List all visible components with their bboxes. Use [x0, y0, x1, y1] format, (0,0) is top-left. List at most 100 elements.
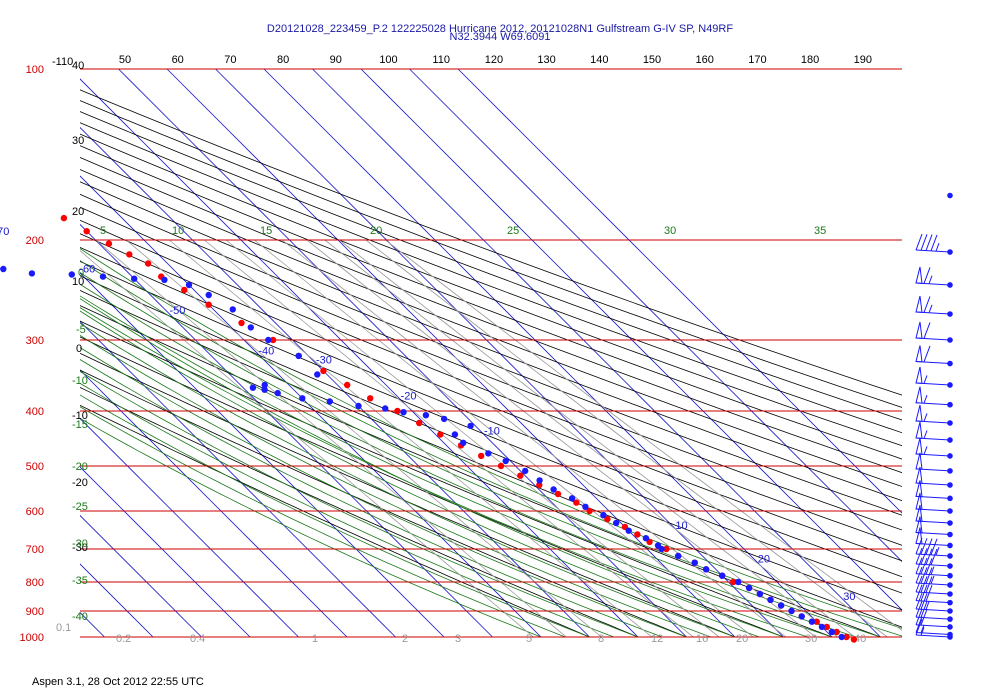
dry-adiabat-line — [80, 305, 881, 637]
dewpoint-point — [99, 273, 107, 280]
moist-adiabat-line — [80, 406, 566, 637]
isobar-label: 200 — [26, 235, 44, 247]
wind-barb — [915, 537, 951, 557]
moist-adiabat-line — [80, 417, 542, 637]
moist-adiabat-label: -15 — [72, 419, 88, 431]
wind-barb-full — [920, 538, 928, 555]
wind-barb-full — [915, 575, 923, 593]
wind-barb — [915, 321, 951, 341]
dewpoint-point — [691, 559, 698, 566]
wind-barb — [915, 584, 951, 604]
top-axis-label: 130 — [537, 54, 555, 66]
dewpoint-point — [658, 545, 665, 553]
wind-barb — [915, 492, 951, 512]
wind-barb-staff — [915, 634, 951, 638]
dry-adiabat-line — [80, 219, 902, 546]
isotherm-label: -10 — [484, 425, 500, 437]
mixing-ratio-label: 20 — [736, 633, 748, 645]
dewpoint-point — [625, 527, 632, 534]
isobar-label: 500 — [26, 461, 44, 473]
isotherm-line — [312, 69, 881, 637]
wind-barb-half — [930, 575, 935, 585]
temperature-point — [663, 545, 670, 553]
moist-adiabat-line — [80, 382, 614, 637]
dewpoint-point — [249, 384, 257, 391]
isotherm-line — [80, 369, 348, 637]
temperature-point — [478, 452, 485, 460]
wind-barb-full — [915, 616, 923, 633]
wind-barb-point — [947, 401, 953, 408]
isotherm-label: -20 — [401, 391, 417, 403]
isotherm-line — [0, 69, 8, 637]
dewpoint-point — [808, 618, 816, 625]
isotherm-label: -40 — [258, 345, 274, 357]
wind-barb-pennant — [915, 345, 923, 363]
wind-barb-half — [923, 413, 928, 422]
wind-barb-pennant — [915, 266, 923, 284]
wind-barb-full — [920, 593, 928, 610]
moist-adiabat-line — [80, 295, 833, 637]
dewpoint-point — [502, 457, 509, 465]
wind-barb-full — [925, 585, 933, 602]
wind-barb-full — [915, 557, 923, 574]
isobar-label: 400 — [26, 406, 44, 418]
isotherm-line — [80, 175, 542, 637]
dewpoint-point — [735, 578, 742, 586]
dewpoint-point — [702, 566, 710, 573]
wind-barb-half — [928, 304, 933, 313]
top-axis-label: 70 — [224, 54, 236, 66]
wind-barb-full — [923, 296, 931, 313]
dewpoint-point — [326, 398, 333, 405]
dewpoint-point — [440, 415, 448, 423]
temperature-point — [437, 431, 444, 438]
dewpoint-point — [460, 439, 467, 446]
temperature-point — [126, 251, 133, 258]
wind-barb-staff — [915, 582, 951, 586]
wind-barb-half — [923, 446, 928, 455]
dry-adiabat-line — [80, 145, 902, 460]
moist-adiabat-label: -25 — [72, 501, 88, 513]
isotherm-label: -60 — [79, 263, 95, 275]
temperature-point — [586, 507, 593, 515]
wind-barb-full — [925, 558, 933, 575]
temperature-point — [813, 618, 820, 625]
temperature-point — [730, 578, 737, 586]
wind-barb-staff — [915, 573, 951, 577]
dry-adiabat-line — [80, 246, 902, 578]
dewpoint-point — [355, 402, 362, 410]
wind-barb-half — [928, 275, 933, 284]
temperature-point — [320, 367, 327, 375]
mixing-ratio-label: 40 — [854, 633, 866, 645]
moist-adiabat-line — [80, 248, 902, 629]
temperature-point — [850, 636, 858, 643]
wind-barb — [915, 547, 951, 567]
dry-adiabat-line — [80, 386, 639, 637]
moist-adiabat-label: 5 — [100, 225, 106, 237]
isobar-label: 700 — [26, 544, 44, 556]
dry-adiabat-label: -10 — [72, 410, 88, 422]
moist-adiabat-line — [80, 359, 663, 637]
moist-adiabat-label: -5 — [76, 324, 86, 336]
isotherm-line — [80, 320, 396, 637]
dry-adiabat-line — [80, 157, 902, 474]
top-axis-label: 90 — [330, 54, 342, 66]
temperature-point — [83, 228, 90, 235]
dry-adiabat-line — [80, 233, 902, 562]
isotherm-line — [80, 417, 299, 637]
dewpoint-point — [205, 291, 212, 299]
dewpoint-point — [485, 450, 492, 457]
wind-barb-staff — [915, 624, 951, 628]
wind-barb-full — [925, 576, 933, 593]
dewpoint-point — [522, 467, 529, 475]
wind-barb-point — [947, 508, 953, 514]
isotherm-line — [80, 466, 251, 637]
mixing-ratio-label: 12 — [651, 633, 663, 645]
mixing-ratio-label: 16 — [696, 633, 708, 645]
wind-barb-point — [947, 311, 953, 317]
wind-barb-point — [947, 482, 953, 488]
wind-barb — [915, 266, 951, 286]
dewpoint-point — [467, 422, 474, 430]
moist-adiabat-line — [80, 307, 808, 637]
top-axis-label: 120 — [485, 54, 503, 66]
